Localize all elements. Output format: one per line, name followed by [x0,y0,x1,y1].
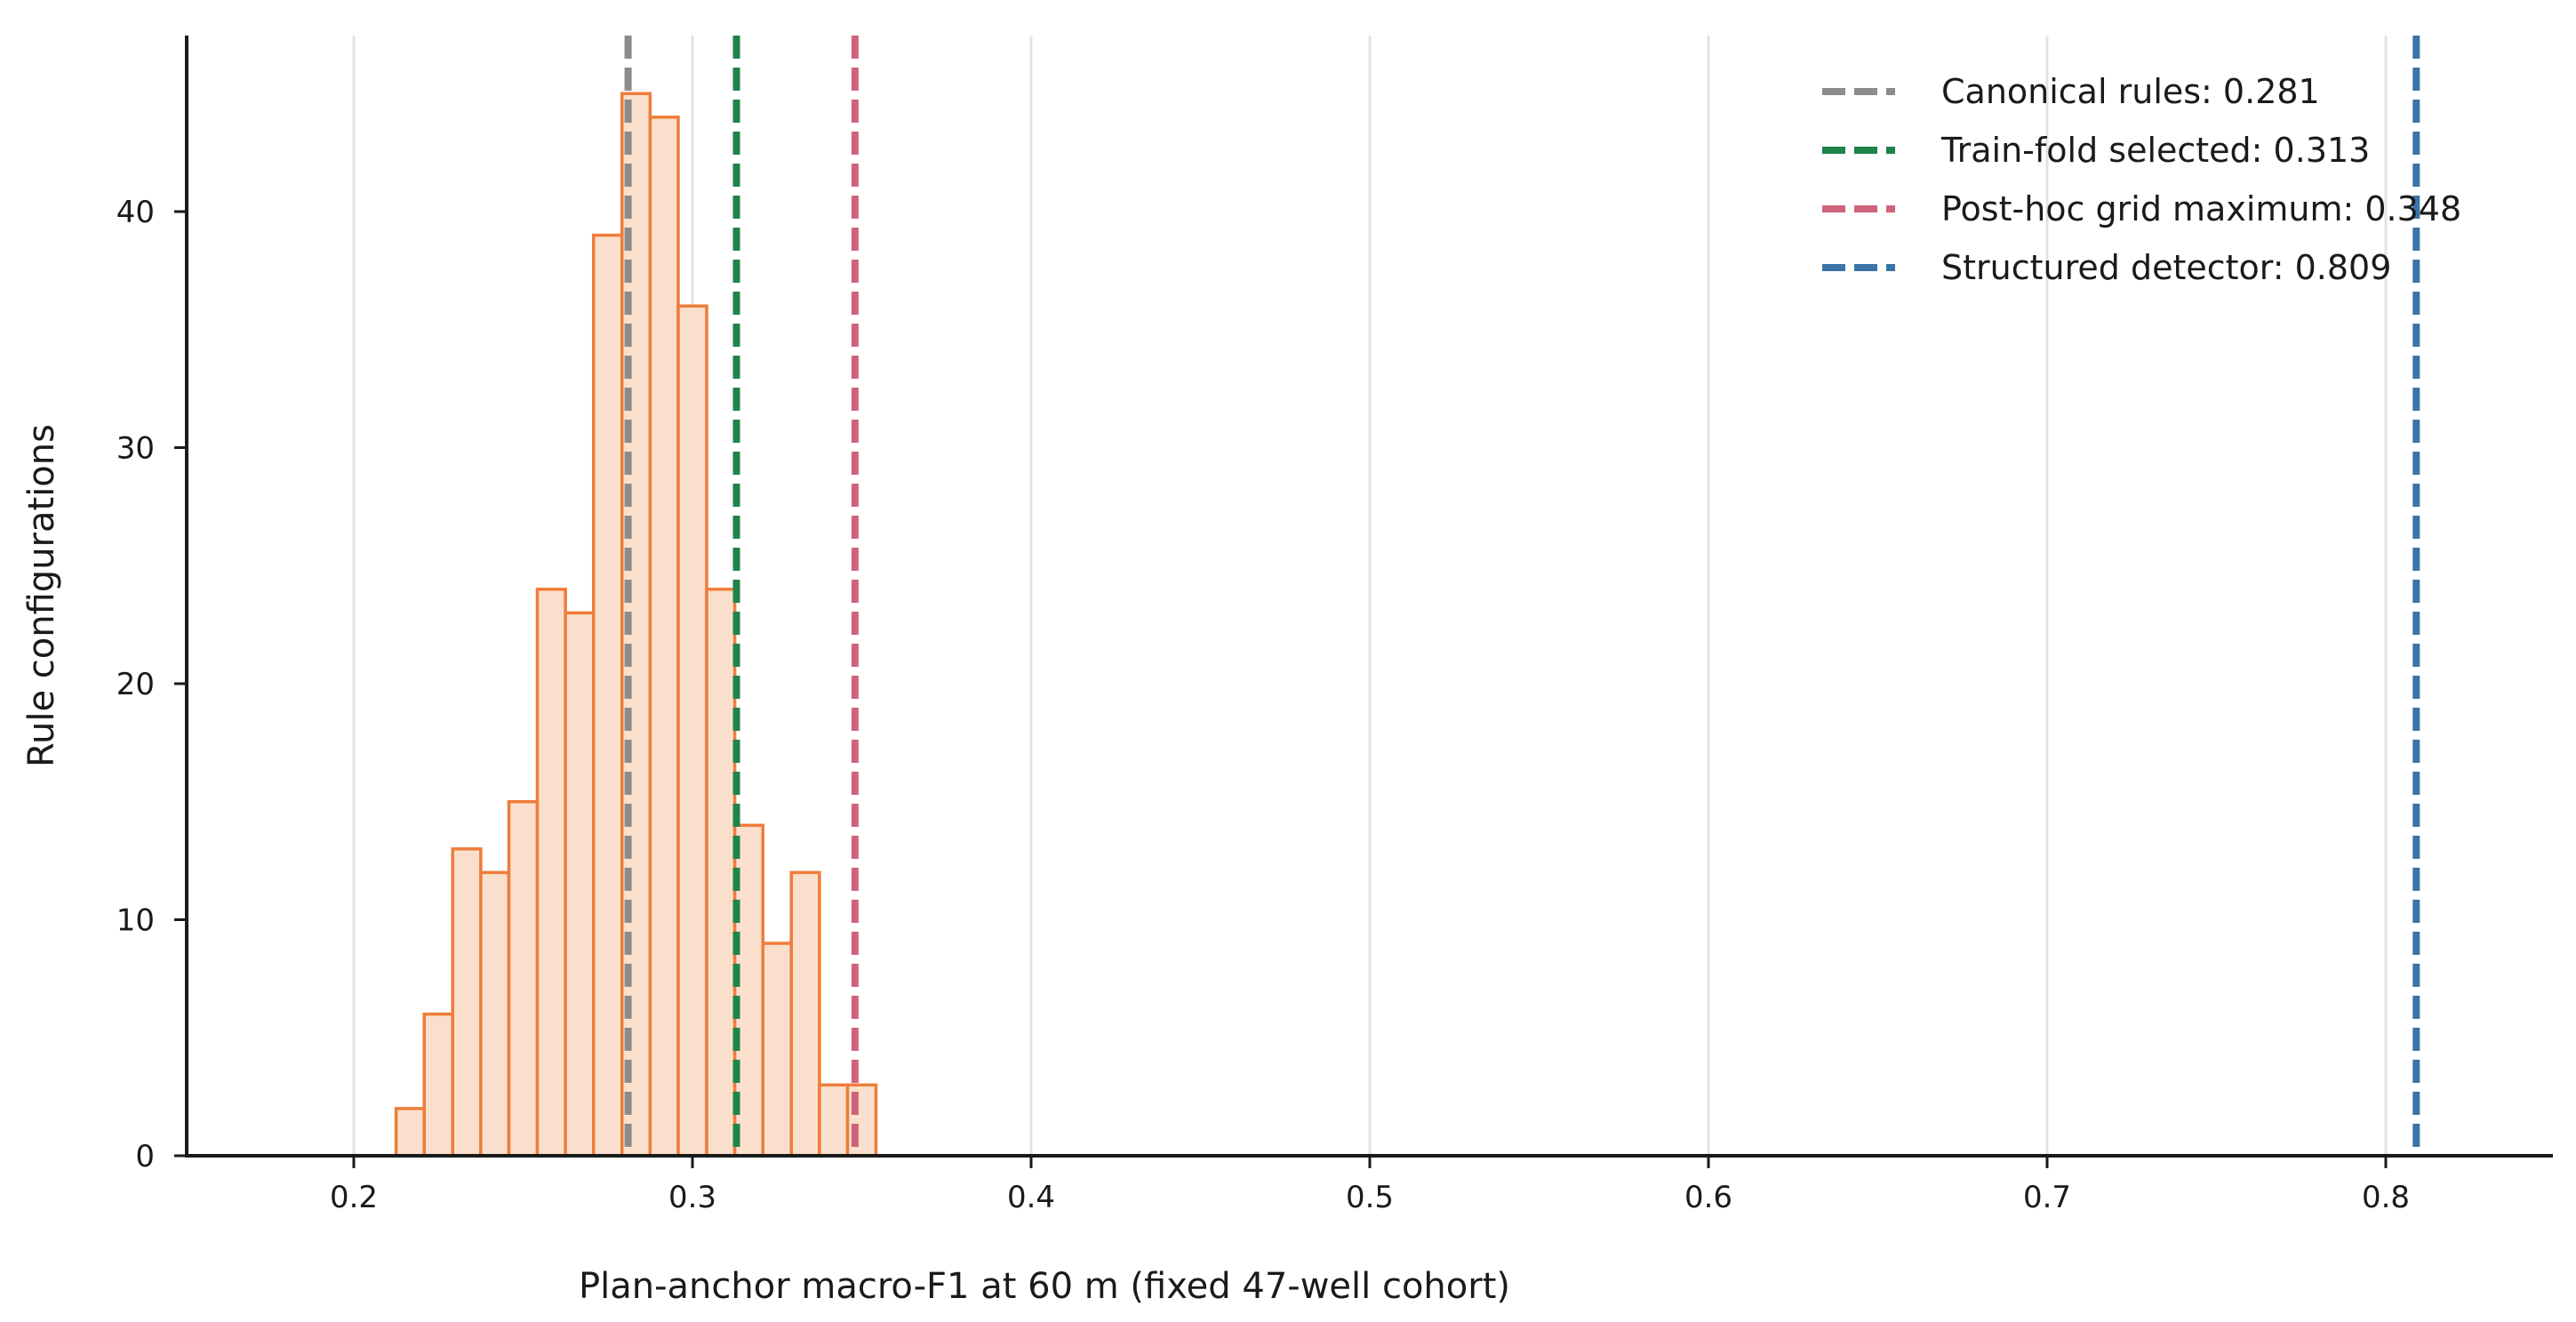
y-tick-label: 40 [116,195,155,230]
x-tick-label: 0.5 [1346,1180,1394,1215]
histogram-bar [761,941,794,1158]
x-tick-label: 0.6 [1684,1180,1732,1215]
histogram-bar [705,588,737,1158]
histogram-bar [676,304,708,1158]
histogram-bar [507,800,540,1158]
histogram-bar [479,870,511,1158]
reference-lines [624,36,2420,1156]
histogram-bars [394,92,878,1158]
x-tick-label: 0.4 [1007,1180,1055,1215]
y-tick-label: 20 [116,667,155,702]
histogram-bar [422,1012,455,1158]
y-tick-label: 10 [116,903,155,939]
histogram-bar [394,1107,426,1158]
legend-entry-label: Train-fold selected: 0.313 [1940,131,2370,170]
y-tick-label: 30 [116,431,155,467]
grid-lines [352,36,2388,1156]
histogram-bar [535,588,567,1158]
tick-marks: 0.2 0.3 0.4 0.5 0.6 0.7 0.8 0 10 20 30 40 [116,195,2410,1215]
x-tick-label: 0.2 [330,1180,378,1215]
x-tick-label: 0.3 [668,1180,716,1215]
x-tick-label: 0.7 [2023,1180,2071,1215]
histogram-bar [564,611,596,1158]
histogram-bar [789,870,821,1158]
y-tick-label: 0 [135,1139,155,1174]
legend-entry-label: Post-hoc grid maximum: 0.348 [1941,189,2461,228]
x-tick-label: 0.8 [2362,1180,2410,1215]
legend-entry-label: Structured detector: 0.809 [1941,248,2391,287]
x-axis-label: Plan-anchor macro-F1 at 60 m (fixed 47-w… [579,1266,1510,1307]
y-axis-label: Rule configurations [21,424,62,767]
histogram-bar [818,1083,850,1158]
histogram-bar [648,116,680,1158]
legend-entry-label: Canonical rules: 0.281 [1941,72,2320,111]
histogram-bar [451,847,483,1158]
histogram-bar [591,233,624,1158]
legend: Canonical rules: 0.281 Train-fold selecte… [1822,72,2461,287]
